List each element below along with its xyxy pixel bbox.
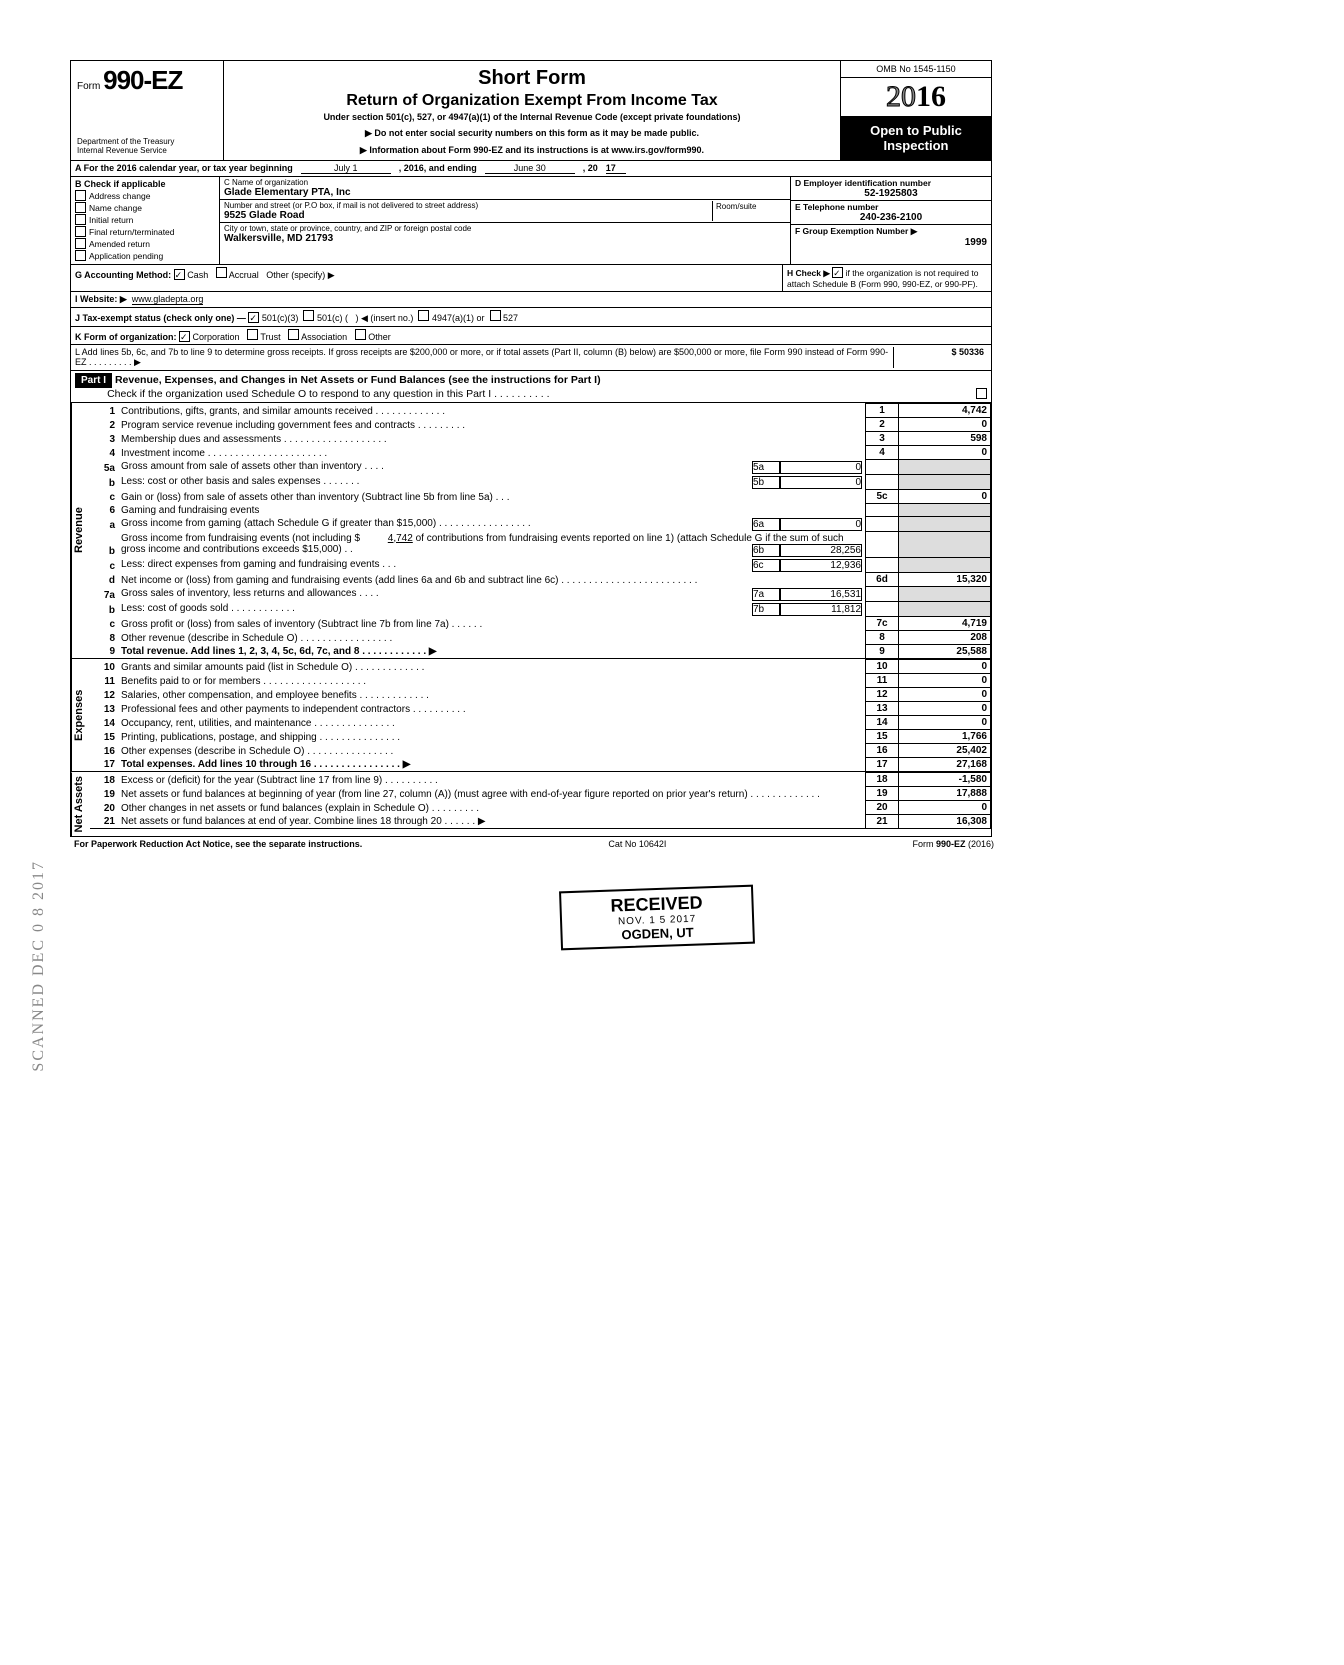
part1-title: Revenue, Expenses, and Changes in Net As…: [115, 374, 601, 386]
netassets-table: 18Excess or (deficit) for the year (Subt…: [90, 772, 991, 829]
year-begin: July 1: [301, 163, 391, 174]
col-b-label: B Check if applicable: [75, 179, 215, 189]
chk-trust[interactable]: [247, 329, 258, 340]
chk-accrual[interactable]: [216, 267, 227, 278]
footer-right: Form 990-EZ (2016): [912, 839, 994, 849]
chk-pending[interactable]: [75, 250, 86, 261]
phone-label: E Telephone number: [795, 202, 987, 212]
received-stamp: RECEIVED NOV. 1 5 2017 OGDEN, UT: [559, 885, 755, 951]
part1-bar: Part I: [75, 373, 112, 388]
revenue-table: 1Contributions, gifts, grants, and simil…: [90, 403, 991, 658]
org-address: 9525 Glade Road: [224, 210, 712, 221]
year-end-yr: 17: [606, 163, 626, 174]
form-footer: For Paperwork Reduction Act Notice, see …: [70, 837, 998, 851]
website: www.gladepta.org: [132, 294, 204, 305]
warning-ssn: ▶ Do not enter social security numbers o…: [230, 128, 834, 139]
chk-final[interactable]: [75, 226, 86, 237]
chk-501c3[interactable]: ✓: [248, 312, 259, 323]
group-num: 1999: [965, 237, 987, 248]
room-label: Room/suite: [716, 202, 756, 211]
chk-corp[interactable]: ✓: [179, 331, 190, 342]
scanned-stamp: SCANNED DEC 0 8 2017: [30, 860, 48, 1072]
header-left: Form 990-EZ Department of the Treasury I…: [71, 61, 224, 160]
info-link: ▶ Information about Form 990-EZ and its …: [230, 145, 834, 156]
city-label: City or town, state or province, country…: [224, 224, 786, 233]
chk-amended[interactable]: [75, 238, 86, 249]
header-right: OMB No 1545-1150 2016 Open to Public Ins…: [841, 61, 991, 160]
line-j: J Tax-exempt status (check only one) — ✓…: [71, 308, 991, 327]
chk-527[interactable]: [490, 310, 501, 321]
tax-year: 2016: [841, 78, 991, 117]
chk-name[interactable]: [75, 202, 86, 213]
chk-cash[interactable]: ✓: [174, 269, 185, 280]
section-expenses: Expenses 10Grants and similar amounts pa…: [71, 659, 991, 772]
ein: 52-1925803: [864, 188, 917, 199]
form-header: Form 990-EZ Department of the Treasury I…: [71, 61, 991, 161]
col-c: C Name of organization Glade Elementary …: [220, 177, 790, 264]
open-to-public: Open to Public Inspection: [841, 117, 991, 160]
line-a-mid: , 2016, and ending: [399, 163, 477, 174]
block-bcd: B Check if applicable Address change Nam…: [71, 177, 991, 265]
label-expenses: Expenses: [71, 659, 90, 771]
chk-address[interactable]: [75, 190, 86, 201]
omb-number: OMB No 1545-1150: [841, 61, 991, 78]
dept-irs: Internal Revenue Service: [77, 147, 217, 156]
g-label: G Accounting Method:: [75, 270, 171, 280]
year-end: June 30: [485, 163, 575, 174]
header-center: Short Form Return of Organization Exempt…: [224, 61, 841, 160]
ein-label: D Employer identification number: [795, 178, 987, 188]
group-label: F Group Exemption Number ▶: [795, 226, 917, 236]
line-i: I Website: ▶ www.gladepta.org: [71, 292, 991, 308]
footer-cat: Cat No 10642I: [608, 839, 666, 849]
form-number: 990-EZ: [103, 65, 182, 95]
section-netassets: Net Assets 18Excess or (deficit) for the…: [71, 772, 991, 836]
l-amount: 50336: [959, 347, 984, 357]
phone: 240-236-2100: [860, 212, 922, 223]
addr-label: Number and street (or P.O box, if mail i…: [224, 201, 712, 210]
line-a-label: A For the 2016 calendar year, or tax yea…: [75, 163, 293, 174]
chk-501c[interactable]: [303, 310, 314, 321]
name-label: C Name of organization: [224, 178, 786, 187]
line-a-tail: , 20: [583, 163, 598, 174]
form-label: Form: [77, 81, 100, 92]
col-b: B Check if applicable Address change Nam…: [71, 177, 220, 264]
title-short-form: Short Form: [230, 67, 834, 90]
org-name: Glade Elementary PTA, Inc: [224, 187, 786, 198]
chk-schedule-o[interactable]: [976, 388, 987, 399]
stamp-city: OGDEN, UT: [572, 923, 742, 944]
chk-h[interactable]: ✓: [832, 267, 843, 278]
col-d: D Employer identification number 52-1925…: [790, 177, 991, 264]
chk-assoc[interactable]: [288, 329, 299, 340]
stamp-date: NOV. 1 5 2017: [572, 912, 742, 929]
org-city: Walkersville, MD 21793: [224, 233, 786, 244]
expenses-table: 10Grants and similar amounts paid (list …: [90, 659, 991, 771]
stamp-received-text: RECEIVED: [571, 891, 742, 918]
part1-check: Check if the organization used Schedule …: [107, 388, 549, 400]
label-revenue: Revenue: [71, 403, 90, 658]
part1-header: Part I Revenue, Expenses, and Changes in…: [71, 371, 991, 403]
footer-left: For Paperwork Reduction Act Notice, see …: [74, 839, 362, 849]
subtitle: Under section 501(c), 527, or 4947(a)(1)…: [230, 112, 834, 122]
label-netassets: Net Assets: [71, 772, 90, 836]
chk-other[interactable]: [355, 329, 366, 340]
line-a: A For the 2016 calendar year, or tax yea…: [71, 161, 991, 177]
chk-initial[interactable]: [75, 214, 86, 225]
line-k: K Form of organization: ✓ Corporation Tr…: [71, 327, 991, 345]
chk-4947[interactable]: [418, 310, 429, 321]
line-l: L Add lines 5b, 6c, and 7b to line 9 to …: [71, 345, 991, 371]
form-990ez: Form 990-EZ Department of the Treasury I…: [70, 60, 992, 837]
h-label: H Check ▶: [787, 268, 830, 278]
section-revenue: Revenue 1Contributions, gifts, grants, a…: [71, 403, 991, 659]
title-return: Return of Organization Exempt From Incom…: [230, 92, 834, 110]
